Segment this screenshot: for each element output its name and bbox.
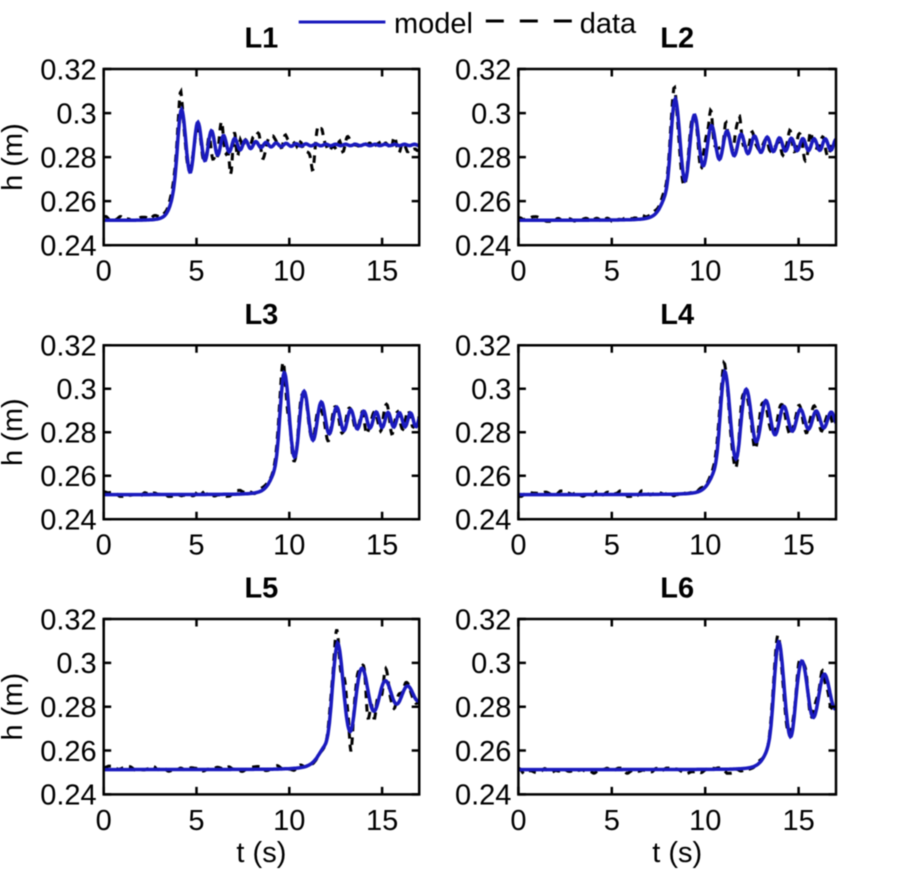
svg-text:0.26: 0.26 [40, 736, 96, 768]
svg-text:15: 15 [366, 256, 398, 288]
svg-text:data: data [580, 8, 637, 40]
svg-text:L1: L1 [244, 23, 278, 55]
svg-text:5: 5 [188, 805, 204, 837]
svg-text:0.28: 0.28 [455, 142, 511, 174]
svg-text:L5: L5 [244, 573, 278, 605]
svg-text:0.26: 0.26 [40, 186, 96, 218]
svg-text:15: 15 [782, 530, 814, 562]
svg-text:h (m): h (m) [0, 673, 29, 741]
svg-text:L3: L3 [244, 299, 278, 331]
svg-text:0: 0 [96, 805, 112, 837]
svg-text:0.28: 0.28 [455, 692, 511, 724]
svg-text:0.24: 0.24 [40, 231, 96, 263]
svg-text:5: 5 [604, 256, 620, 288]
svg-text:L6: L6 [660, 573, 694, 605]
svg-text:0.3: 0.3 [471, 374, 511, 406]
svg-text:0.28: 0.28 [40, 142, 96, 174]
svg-text:0.26: 0.26 [455, 736, 511, 768]
svg-text:10: 10 [689, 530, 721, 562]
svg-text:0: 0 [96, 530, 112, 562]
svg-text:0.32: 0.32 [455, 331, 511, 363]
svg-text:10: 10 [689, 256, 721, 288]
svg-text:0.32: 0.32 [455, 604, 511, 636]
svg-text:10: 10 [273, 530, 305, 562]
svg-text:10: 10 [689, 805, 721, 837]
svg-text:0: 0 [510, 805, 526, 837]
svg-text:0.28: 0.28 [40, 418, 96, 450]
svg-text:0.24: 0.24 [40, 505, 96, 537]
svg-text:model: model [394, 8, 473, 40]
svg-text:5: 5 [604, 530, 620, 562]
svg-text:0.3: 0.3 [56, 648, 96, 680]
svg-text:5: 5 [604, 805, 620, 837]
svg-text:0.3: 0.3 [56, 98, 96, 130]
svg-text:0: 0 [510, 530, 526, 562]
svg-text:15: 15 [366, 805, 398, 837]
svg-text:15: 15 [782, 256, 814, 288]
svg-text:L4: L4 [660, 299, 694, 331]
svg-text:0.24: 0.24 [40, 780, 96, 812]
svg-text:0.28: 0.28 [40, 692, 96, 724]
svg-text:0.26: 0.26 [455, 186, 511, 218]
svg-text:5: 5 [188, 530, 204, 562]
svg-text:0.32: 0.32 [40, 331, 96, 363]
svg-text:0.3: 0.3 [471, 98, 511, 130]
svg-text:0.24: 0.24 [455, 505, 511, 537]
svg-text:h (m): h (m) [0, 123, 29, 191]
svg-text:0: 0 [96, 256, 112, 288]
svg-text:0.32: 0.32 [40, 54, 96, 86]
svg-text:5: 5 [188, 256, 204, 288]
svg-text:t (s): t (s) [236, 837, 286, 869]
svg-text:0.32: 0.32 [455, 54, 511, 86]
svg-text:10: 10 [273, 805, 305, 837]
svg-text:0.3: 0.3 [56, 374, 96, 406]
svg-text:0.24: 0.24 [455, 780, 511, 812]
svg-text:0.24: 0.24 [455, 231, 511, 263]
svg-text:0.26: 0.26 [40, 461, 96, 493]
svg-text:t (s): t (s) [652, 837, 702, 869]
svg-text:0.26: 0.26 [455, 461, 511, 493]
svg-text:0.28: 0.28 [455, 418, 511, 450]
svg-text:0: 0 [510, 256, 526, 288]
svg-text:15: 15 [366, 530, 398, 562]
svg-text:10: 10 [273, 256, 305, 288]
svg-text:0.3: 0.3 [471, 648, 511, 680]
svg-text:h (m): h (m) [0, 398, 29, 466]
svg-text:0.32: 0.32 [40, 604, 96, 636]
svg-text:15: 15 [782, 805, 814, 837]
svg-text:L2: L2 [660, 23, 694, 55]
